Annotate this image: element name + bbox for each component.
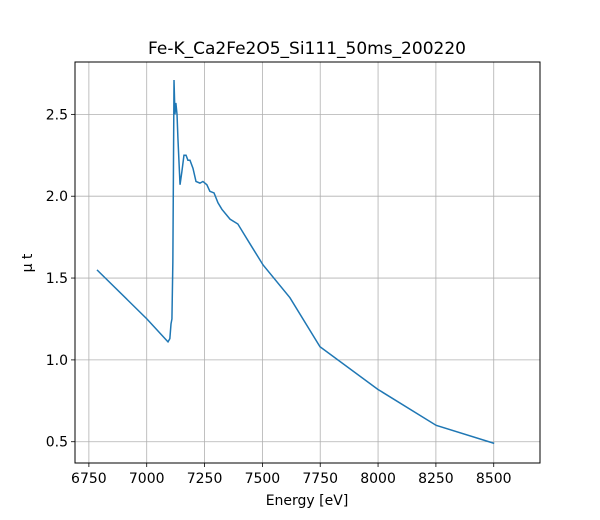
x-axis-label: Energy [eV] xyxy=(266,493,349,509)
x-tick-label: 7500 xyxy=(245,471,281,487)
y-tick-label: 2.0 xyxy=(46,189,68,205)
y-tick-label: 1.0 xyxy=(46,353,68,369)
y-tick-label: 1.5 xyxy=(46,271,68,287)
plot-frame xyxy=(74,61,541,464)
chart-title: Fe-K_Ca2Fe2O5_Si111_50ms_200220 xyxy=(148,39,466,59)
y-tick-label: 0.5 xyxy=(46,435,68,451)
x-tick-label: 7000 xyxy=(129,471,165,487)
x-tick-label: 7250 xyxy=(187,471,223,487)
x-tick-label: 7750 xyxy=(302,471,338,487)
data-line xyxy=(96,79,495,445)
y-tick-label: 2.5 xyxy=(46,107,68,123)
x-tick-label: 8000 xyxy=(360,471,396,487)
y-axis-label: μ t xyxy=(20,253,36,272)
x-tick-label: 8500 xyxy=(476,471,512,487)
x-tick-label: 6750 xyxy=(71,471,107,487)
x-tick-label: 8250 xyxy=(418,471,454,487)
